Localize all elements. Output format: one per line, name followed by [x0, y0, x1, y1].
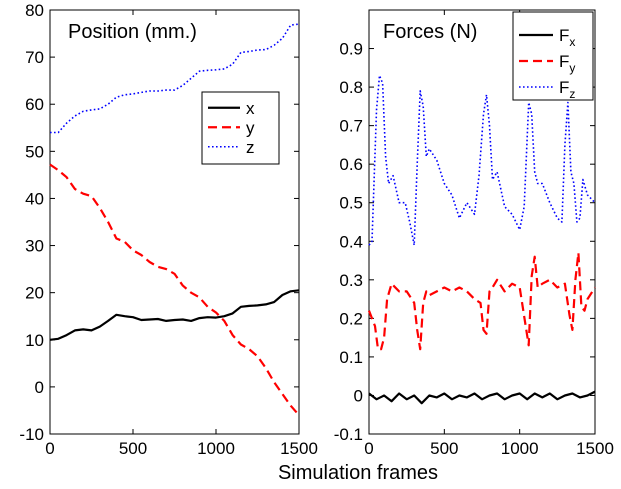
- y-tick-label: 0: [35, 378, 44, 397]
- forces-panel: 0 500 1000 1500-0.100.10.20.30.40.50.60.70.…: [334, 9, 614, 458]
- y-tick-label: -0.1: [334, 425, 363, 444]
- x-tick-label: 1500: [576, 439, 614, 458]
- y-tick-label: 0.3: [339, 271, 363, 290]
- series-line-y: [367, 251, 596, 351]
- x-tick-label: 0: [364, 439, 373, 458]
- y-tick-label: 0.8: [339, 78, 363, 97]
- legend-subscript: x: [569, 35, 575, 49]
- y-tick-label: 0.2: [339, 309, 363, 328]
- axes-frame: [368, 9, 596, 435]
- y-tick-label: 20: [25, 284, 44, 303]
- y-tick-label: 0.7: [339, 117, 363, 136]
- series-line-y: [49, 163, 300, 416]
- series-line-z: [368, 74, 596, 246]
- y-tick-label: 50: [25, 142, 44, 161]
- series-line-x: [368, 390, 596, 405]
- y-tick-label: 0.5: [339, 194, 363, 213]
- legend-label: y: [246, 118, 255, 137]
- x-tick-label: 1000: [501, 439, 539, 458]
- legend-label: x: [246, 99, 255, 118]
- y-tick-label: 0.6: [339, 155, 363, 174]
- series-line-z: [50, 23, 300, 134]
- x-tick-label: 500: [119, 439, 147, 458]
- figure-x-axis-label: Simulation frames: [278, 462, 438, 484]
- y-tick-label: 80: [25, 1, 44, 20]
- y-tick-label: 40: [25, 189, 44, 208]
- series-line-x: [49, 289, 300, 341]
- y-tick-label: 0.1: [339, 348, 363, 367]
- y-tick-label: 0.9: [339, 40, 363, 59]
- y-tick-label: 0: [354, 386, 363, 405]
- y-tick-label: 30: [25, 237, 44, 256]
- x-tick-label: 1500: [280, 439, 318, 458]
- x-tick-label: 500: [430, 439, 458, 458]
- legend-label: z: [246, 138, 255, 157]
- chart-title: Forces (N): [383, 21, 477, 43]
- y-tick-label: 10: [25, 331, 44, 350]
- legend-subscript: z: [569, 87, 575, 101]
- y-tick-label: 70: [25, 48, 44, 67]
- position-panel: 0 500 1000 1500-1001020304050607080Position…: [19, 1, 317, 458]
- legend-box: [512, 11, 594, 101]
- y-tick-label: 60: [25, 95, 44, 114]
- y-tick-label: -10: [19, 425, 44, 444]
- axes-frame: [49, 9, 300, 435]
- legend-subscript: y: [569, 61, 575, 75]
- y-tick-label: 0.4: [339, 232, 363, 251]
- x-tick-label: 1000: [197, 439, 235, 458]
- chart-title: Position (mm.): [68, 21, 197, 43]
- x-tick-label: 0: [45, 439, 54, 458]
